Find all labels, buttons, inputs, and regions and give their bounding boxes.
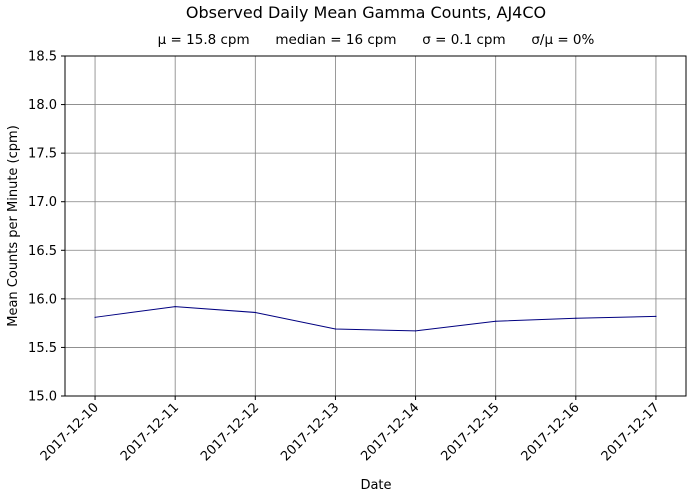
data-point <box>495 320 497 322</box>
data-point <box>94 316 96 318</box>
series-line <box>94 306 656 332</box>
data-point <box>414 330 417 332</box>
data-point <box>334 328 337 330</box>
y-tick-label: 15.5 <box>28 341 57 356</box>
y-tick-label: 17.5 <box>28 147 57 162</box>
y-tick-label: 17.0 <box>28 195 57 210</box>
y-axis-label: Mean Counts per Minute (cpm) <box>6 125 21 327</box>
data-point <box>254 311 256 314</box>
y-tick-label: 18.5 <box>28 50 57 65</box>
data-point <box>655 315 657 317</box>
y-tick-label: 16.0 <box>28 292 57 307</box>
y-tick-label: 18.0 <box>28 98 57 113</box>
grid-lines <box>65 55 686 397</box>
chart-title: Observed Daily Mean Gamma Counts, AJ4CO <box>186 3 546 22</box>
series-layer <box>94 306 657 332</box>
chart-subtitle: μ = 15.8 cpm median = 16 cpm σ = 0.1 cpm… <box>158 32 595 48</box>
x-axis-label: Date <box>360 478 391 493</box>
y-tick-label: 15.0 <box>28 390 57 405</box>
data-point <box>174 306 176 308</box>
plot-area-frame <box>64 55 687 397</box>
y-tick-label: 16.5 <box>28 244 57 259</box>
y-axis-ticks: 15.0 15.5 16.0 16.5 17.0 17.5 18.0 18.5 <box>28 50 65 405</box>
data-point <box>575 317 577 319</box>
